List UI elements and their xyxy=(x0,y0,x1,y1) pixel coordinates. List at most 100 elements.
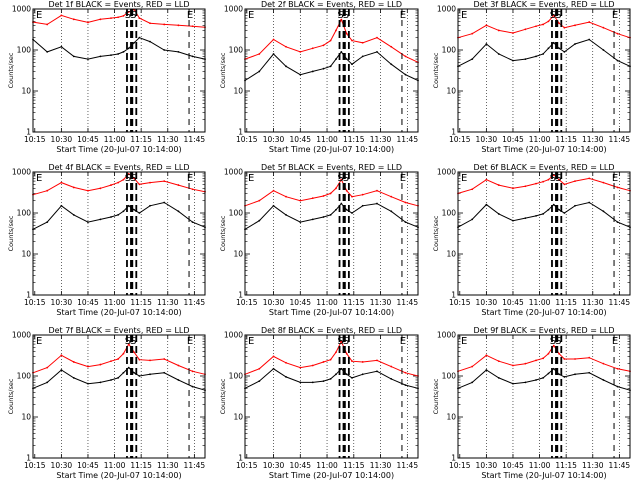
x-tick-label: 11:45 xyxy=(184,461,206,470)
panel-9: Det 9f BLACK = Events, RED = LLD Counts/s… xyxy=(432,326,631,480)
event-marker-label: S xyxy=(337,336,343,347)
series-lld-point xyxy=(512,187,514,190)
series-lld-point xyxy=(322,361,325,363)
series-events-point xyxy=(72,55,75,58)
series-events-point xyxy=(351,376,353,379)
series-lld-point xyxy=(558,178,560,181)
series-lld-point xyxy=(138,358,141,361)
series-lld-point xyxy=(376,359,378,362)
series-lld-point xyxy=(127,343,130,345)
series-lld-point xyxy=(335,29,337,32)
series-events-point xyxy=(485,369,488,371)
y-tick-label: 100 xyxy=(442,209,457,218)
event-marker-label: E xyxy=(36,336,42,347)
event-marker-label: S xyxy=(555,10,561,21)
series-events-point xyxy=(163,49,166,51)
y-tick-label: 10 xyxy=(21,413,31,422)
series-events-point xyxy=(322,67,325,70)
series-events-point xyxy=(191,385,194,388)
series-events-point xyxy=(311,381,314,384)
series-events-point xyxy=(163,201,166,204)
x-tick-label: 10:15 xyxy=(236,461,258,470)
series-lld-point xyxy=(351,360,353,363)
series-lld-point xyxy=(46,23,49,26)
series-lld-point xyxy=(351,39,353,42)
panel-1: Det 1f BLACK = Events, RED = LLD Counts/s… xyxy=(7,0,206,154)
panel-title: Det 5f BLACK = Events, RED = LLD xyxy=(261,163,402,172)
series-events-point xyxy=(602,210,605,213)
series-events-point xyxy=(60,369,63,371)
event-marker-label: E xyxy=(248,10,254,21)
series-lld-point xyxy=(110,360,112,363)
x-tick-label: 11:30 xyxy=(157,298,179,307)
y-tick-label: 10 xyxy=(446,87,456,96)
panel-title: Det 2f BLACK = Events, RED = LLD xyxy=(261,0,402,9)
series-events-point xyxy=(72,376,75,379)
y-tick-label: 10 xyxy=(21,87,31,96)
event-marker-label: S xyxy=(343,173,349,184)
series-events-point xyxy=(149,373,151,376)
y-axis-label: Counts/sec xyxy=(219,52,227,88)
series-events-point xyxy=(574,373,576,376)
series-lld-point xyxy=(376,36,378,39)
series-lld-point xyxy=(329,39,332,42)
series-lld-point xyxy=(340,178,343,181)
y-tick-label: 1000 xyxy=(437,5,456,14)
event-marker-label: S xyxy=(130,173,136,184)
series-events-point xyxy=(117,376,120,379)
series-events-point xyxy=(552,203,555,206)
series-lld-point xyxy=(329,358,332,361)
series-events-point xyxy=(60,204,63,207)
series-events-point xyxy=(552,41,555,44)
series-lld-point xyxy=(122,352,125,355)
x-tick-label: 10:45 xyxy=(502,135,524,144)
x-tick-label: 10:30 xyxy=(476,461,498,470)
series-events-point xyxy=(535,55,537,58)
series-lld-point xyxy=(563,26,566,29)
series-lld-point xyxy=(117,16,120,19)
series-events-point xyxy=(588,201,591,204)
series-events-point xyxy=(524,217,527,220)
y-tick-label: 10 xyxy=(21,250,31,259)
series-events-point xyxy=(345,373,348,376)
series-lld-point xyxy=(602,181,605,184)
series-lld-point xyxy=(616,32,619,35)
series-lld-point xyxy=(272,355,275,358)
event-marker-label: E xyxy=(187,10,193,21)
series-lld-point xyxy=(497,360,500,363)
y-tick-label: 10 xyxy=(233,413,243,422)
series-lld-point xyxy=(602,26,605,29)
y-axis-label: Counts/sec xyxy=(7,215,15,251)
x-tick-label: 10:45 xyxy=(289,135,311,144)
series-lld-point xyxy=(272,38,275,41)
series-lld-point xyxy=(299,199,302,202)
series-lld-point xyxy=(149,359,151,362)
series-events-point xyxy=(616,385,619,388)
series-lld-point xyxy=(99,187,102,190)
y-tick-label: 1000 xyxy=(437,168,456,177)
event-marker-label: E xyxy=(400,10,406,21)
y-tick-label: 1000 xyxy=(12,331,31,340)
series-events-point xyxy=(471,58,474,60)
series-events-point xyxy=(616,59,619,62)
series-events-point xyxy=(177,50,180,53)
series-lld-point xyxy=(404,371,407,374)
series-events-point xyxy=(335,373,337,376)
event-marker-label: E xyxy=(248,336,254,347)
series-lld-point xyxy=(133,177,135,180)
x-tick-label: 11:45 xyxy=(184,135,206,144)
series-events-point xyxy=(329,377,332,380)
series-events-point xyxy=(547,208,550,211)
series-events-point xyxy=(322,216,325,218)
series-events-point xyxy=(390,63,393,66)
x-tick-label: 10:30 xyxy=(476,135,498,144)
series-lld-point xyxy=(524,362,527,365)
x-tick-label: 10:15 xyxy=(24,298,46,307)
series-lld-point xyxy=(558,22,560,25)
series-lld-point xyxy=(87,365,89,368)
series-events-point xyxy=(299,221,302,223)
series-lld-point xyxy=(471,365,474,368)
series-events-point xyxy=(524,58,527,60)
series-events-point xyxy=(191,55,194,58)
y-tick-label: 10 xyxy=(446,250,456,259)
